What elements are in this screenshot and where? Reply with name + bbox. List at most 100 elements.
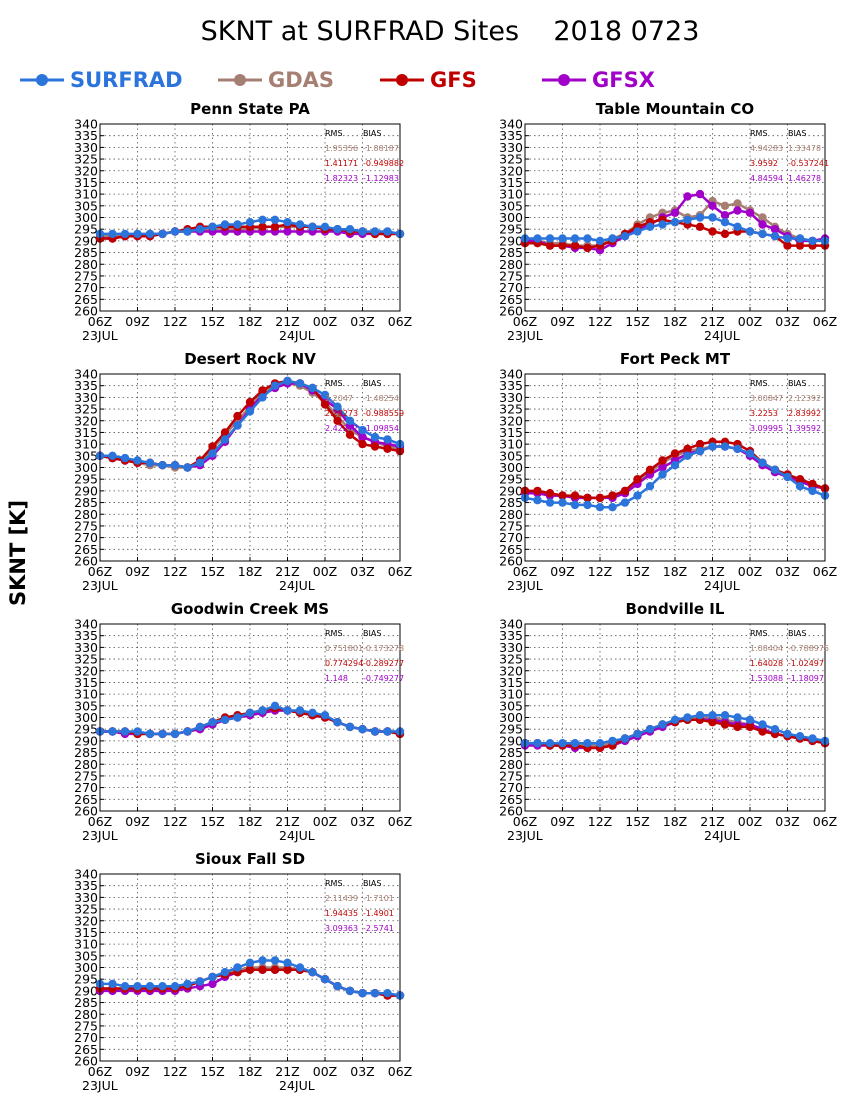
panel-bondville-il-ytick-300: 300 [499,710,523,725]
panel-sioux-fall-sd-point-surfrad [358,989,367,998]
panel-bondville-il-ytick-280: 280 [499,757,523,772]
panel-bondville-il-stats-bias-gdas: -0.788975 [788,644,829,653]
panel-sioux-fall-sd-point-surfrad [133,982,142,991]
panel-desert-rock-nv-ytick-300: 300 [74,460,98,475]
panel-bondville-il-point-surfrad [670,715,680,724]
panel-goodwin-creek-ms-stats-bias-header: BIAS [363,629,381,638]
panel-desert-rock-nv-point-gfs [220,428,230,437]
panel-goodwin-creek-ms-ytick-260: 260 [74,804,98,819]
panel-fort-peck-mt-point-gfs [658,456,667,465]
panel-fort-peck-mt-ytick-270: 270 [499,530,523,545]
panel-desert-rock-nv-point-surfrad [145,458,155,467]
panel-sioux-fall-sd-point-surfrad [108,979,117,989]
panel-sioux-fall-sd-ytick-315: 315 [74,925,98,940]
panel-fort-peck-mt-ytick-295: 295 [499,472,523,487]
panel-table-mountain-co-ytick-260: 260 [499,304,523,319]
panel-sioux-fall-sd-stats-bias-gdas: -1.7101 [363,894,394,903]
panel-sioux-fall-sd-point-gfs [270,965,280,974]
panel-table-mountain-co-point-surfrad [558,234,567,243]
panel-bondville-il-date-24jul: 24JUL [704,828,740,843]
panel-bondville-il-ytick-260: 260 [499,804,523,819]
panel-table-mountain-co-point-gfs [720,229,730,239]
panel-bondville-il-point-surfrad [620,734,630,743]
panel-penn-state-pa-point-surfrad [383,227,392,236]
panel-penn-state-pa-point-surfrad [270,215,280,224]
panel-table-mountain-co-point-surfrad [720,218,730,227]
panel-bondville-il-point-gfs [745,722,755,732]
panel-bondville-il-ytick-290: 290 [499,733,523,748]
panel-bondville-il-point-surfrad [545,739,555,748]
panel-sioux-fall-sd-xtick-7: 03Z [350,1064,374,1079]
panel-goodwin-creek-ms-stats-bias-gfs: -0.289277 [363,659,404,668]
panel-fort-peck-mt-ytick-320: 320 [499,413,523,428]
panel-fort-peck-mt-ytick-335: 335 [499,378,523,393]
panel-sioux-fall-sd-ytick-330: 330 [74,890,98,905]
panel-fort-peck-mt-point-surfrad [620,498,630,507]
panel-sioux-fall-sd-xtick-8: 06Z [388,1064,412,1079]
panel-goodwin-creek-ms-xtick-6: 00Z [313,814,337,829]
panel-sioux-fall-sd-stats-bias-header: BIAS [363,879,381,888]
panel-fort-peck-mt-point-surfrad [708,442,717,451]
panel-desert-rock-nv-point-surfrad [108,451,117,460]
panel-goodwin-creek-ms-stats-rms-gfsx: 1.148 [325,674,348,683]
panel-desert-rock-nv-ytick-265: 265 [74,542,98,557]
panel-desert-rock-nv-ytick-260: 260 [74,554,98,569]
panel-fort-peck-mt-point-gfs [633,475,642,484]
panel-sioux-fall-sd-xtick-3: 15Z [200,1064,224,1079]
panel-fort-peck-mt-stats-rms-gfs: 3.2253 [750,409,778,418]
panel-sioux-fall-sd-ytick-275: 275 [74,1018,98,1033]
panel-fort-peck-mt-stats-rms-gfsx: 3.09995 [750,424,783,433]
panel-desert-rock-nv-point-surfrad [333,402,342,411]
panel-bondville-il-point-surfrad [720,711,730,720]
panel-table-mountain-co-xtick-5: 21Z [700,314,724,329]
panel-bondville-il-point-gfs [708,718,717,727]
panel-penn-state-pa-point-surfrad [333,225,342,234]
panel-penn-state-pa-point-surfrad [120,229,130,239]
panel-fort-peck-mt-point-surfrad [533,496,542,505]
panel-fort-peck-mt-point-surfrad [558,498,567,507]
panel-sioux-fall-sd-point-surfrad [158,982,167,991]
panel-penn-state-pa-ytick-305: 305 [74,198,98,213]
panel-sioux-fall-sd-point-surfrad [245,958,255,967]
panel-fort-peck-mt-ytick-285: 285 [499,495,523,510]
panel-fort-peck-mt-point-surfrad [733,444,742,453]
panel-sioux-fall-sd-point-gfs [283,965,292,974]
panel-goodwin-creek-ms-ytick-275: 275 [74,768,98,783]
panel-fort-peck-mt-point-surfrad [595,503,605,512]
legend-label-gfs: GFS [430,68,477,92]
panel-desert-rock-nv-point-surfrad [258,393,267,402]
panel-fort-peck-mt-date-23jul: 23JUL [507,578,543,593]
panel-fort-peck-mt-ytick-325: 325 [499,402,523,417]
y-axis-label: SKNT [K] [6,500,30,606]
panel-goodwin-creek-ms-ytick-265: 265 [74,792,98,807]
panel-table-mountain-co-point-surfrad [658,220,667,229]
panel-fort-peck-mt-point-surfrad [695,446,705,456]
legend-label-surfrad: SURFRAD [70,68,183,92]
panel-fort-peck-mt-ytick-305: 305 [499,448,523,463]
panel-fort-peck-mt-stats-rms-header: RMS [750,379,768,388]
panel-bondville-il-ytick-295: 295 [499,722,523,737]
panel-penn-state-pa-xtick-7: 03Z [350,314,374,329]
panel-table-mountain-co-xtick-3: 15Z [625,314,649,329]
panel-sioux-fall-sd-xtick-1: 09Z [125,1064,149,1079]
panel-goodwin-creek-ms-stats-bias-gdas: -0.173278 [363,644,404,653]
panel-bondville-il-xtick-1: 09Z [550,814,574,829]
panel-goodwin-creek-ms-stats-rms-gfs: 0.774294 [325,659,363,668]
panel-desert-rock-nv-xtick-5: 21Z [275,564,299,579]
panel-desert-rock-nv-ytick-275: 275 [74,518,98,533]
panel-table-mountain-co-ytick-280: 280 [499,257,523,272]
panel-bondville-il-ytick-270: 270 [499,780,523,795]
panel-table-mountain-co-point-gfsx [708,201,717,210]
panel-sioux-fall-sd-ytick-265: 265 [74,1042,98,1057]
legend-item-gfs: GFS [380,68,477,92]
panel-desert-rock-nv-xtick-8: 06Z [388,564,412,579]
panel-fort-peck-mt-point-surfrad [670,461,680,470]
panel-sioux-fall-sd-point-surfrad [283,958,292,967]
panel-goodwin-creek-ms-point-surfrad [283,706,292,715]
panel-bondville-il-xtick-3: 15Z [625,814,649,829]
panel-goodwin-creek-ms-ytick-335: 335 [74,628,98,643]
panel-sioux-fall-sd-ytick-260: 260 [74,1054,98,1069]
panel-fort-peck-mt-point-surfrad [583,500,592,510]
panel-desert-rock-nv-ytick-305: 305 [74,448,98,463]
panel-penn-state-pa-point-surfrad [370,227,380,236]
